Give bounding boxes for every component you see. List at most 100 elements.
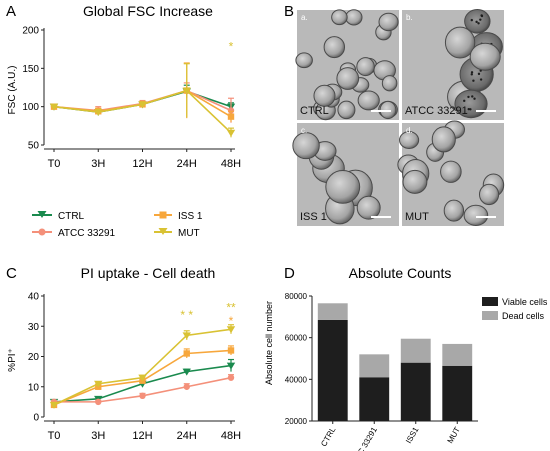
pi-y-tick-label: 30 [28,322,40,333]
fsc-series-iss-1 [50,62,235,122]
cell-shape [331,9,348,26]
cell-shape [356,57,375,77]
legend-item-iss-1: ISS 1 [154,211,203,222]
counts-bar-viable-cells-iss1 [400,362,431,421]
panel-letter-b: B [284,3,294,20]
fsc-point-mut [182,87,191,95]
cell-shape [443,199,465,222]
fsc-y-tick-label: 150 [22,64,39,75]
counts-x-tick-label: ISS1 [404,425,421,445]
fsc-x-tick-label: 3H [91,158,105,170]
pi-point-ctrl [226,362,236,370]
pi-point-mut [49,401,59,409]
cell-shape [378,12,399,32]
cell-granule [469,108,472,111]
fsc-chart: Global FSC Increase FSC (A.U.) 50 100 150 2… [7,3,241,239]
cell-shape [337,100,356,120]
micro-label-mut: MUT [405,211,429,223]
counts-bar-dead-cells-ctrl [317,303,348,320]
pi-x-tick-label: 3H [91,430,105,442]
fsc-point-mut [226,129,236,137]
legend-label-mut: MUT [178,228,200,239]
panel-letter-c: C [6,265,17,282]
pi-x-tick-label: T0 [48,430,61,442]
pi-point-atcc-33291 [183,383,190,390]
counts-bar-dead-cells-iss1 [400,338,431,363]
scale-bar-ctrl [371,110,391,112]
pi-point-ctrl [182,368,191,376]
cell-shape [479,183,500,206]
fsc-legend: CTRL ATCC 33291 ISS 1 MUT [32,211,203,239]
cell-shape [292,132,320,160]
cell-shape [295,52,313,69]
cell-shape [444,26,476,59]
pi-chart: PI uptake - Cell death %PI⁺ 0 10 20 30 40 T0 3… [7,265,241,442]
legend-item-atcc-33291: ATCC 33291 [32,228,116,239]
legend-swatch-dead [482,311,498,320]
cell-granule [479,18,482,21]
cell-granule [473,97,476,100]
counts-bar-dead-cells-mut [442,343,473,366]
cell-granule [467,95,470,99]
fsc-point-atcc-33291 [227,107,235,114]
fsc-series-mut [49,63,236,138]
pi-y-axis-label: %PI⁺ [7,348,18,372]
counts-chart: Absolute Counts Absolute cell number 200… [264,265,548,451]
counts-bar-viable-cells-mut [442,365,473,421]
cell-granule [477,72,481,76]
counts-bar-dead-cells-atcc-33291 [359,354,390,378]
cell-shape [325,170,361,204]
micro-sublabel-atcc: b. [406,13,413,22]
pi-point-iss-1 [227,347,235,354]
legend-item-dead: Dead cells [482,311,545,321]
counts-y-tick-label: 60000 [285,334,308,343]
scale-bar-iss1 [371,216,391,218]
legend-label-ctrl: CTRL [58,211,85,222]
counts-y-tick-label: 20000 [285,417,308,426]
counts-x-tick-label: CTRL [319,425,338,448]
fsc-point-iss-1 [227,113,235,120]
pi-significance: * [229,314,234,328]
cell-granule [470,18,473,22]
micro-sublabel-iss1: c. [301,126,307,135]
legend-label-dead: Dead cells [502,311,545,321]
scale-bar-atcc [476,110,496,112]
fsc-x-tick-label: 24H [177,158,197,170]
micro-panel-iss-1: c. ISS 1 [292,123,399,226]
pi-series-mut [49,324,236,409]
cell-shape [356,195,381,220]
cell-shape [381,75,398,92]
counts-x-tick-label: ATCC 33291 [348,425,379,451]
cell-shape [399,131,420,149]
cell-shape [336,67,360,90]
legend-marker-mut [158,228,168,235]
micro-label-iss1: ISS 1 [300,211,327,223]
cell-granule [472,79,475,82]
counts-legend: Viable cells Dead cells [482,297,548,321]
cell-shape [357,90,380,111]
pi-point-atcc-33291 [227,374,235,381]
panel-letter-a: A [6,3,16,20]
pi-y-tick-label: 40 [28,292,40,303]
pi-point-atcc-33291 [139,392,146,400]
cell-granule [479,78,483,81]
cell-shape [431,126,456,153]
cell-shape [402,169,428,194]
pi-y-tick-label: 10 [28,382,40,393]
legend-marker-ctrl [37,211,47,218]
pi-chart-title: PI uptake - Cell death [81,265,216,281]
pi-x-tick-label: 24H [177,430,197,442]
cell-shape [313,84,336,107]
pi-x-tick-label: 48H [221,430,241,442]
micro-sublabel-ctrl: a. [301,13,308,22]
microscopy-grid: a. CTRL b. ATCC 33291 c. ISS 1 d. MUT [292,9,505,226]
fsc-x-tick-label: 12H [132,158,152,170]
pi-point-atcc-33291 [95,398,102,406]
legend-swatch-viable [482,297,498,306]
pi-series-atcc-33291 [50,374,235,406]
pi-point-mut [138,374,147,382]
fsc-point-mut [138,101,147,109]
micro-panel-ctrl: a. CTRL [295,9,399,121]
counts-y-tick-label: 40000 [285,375,308,384]
